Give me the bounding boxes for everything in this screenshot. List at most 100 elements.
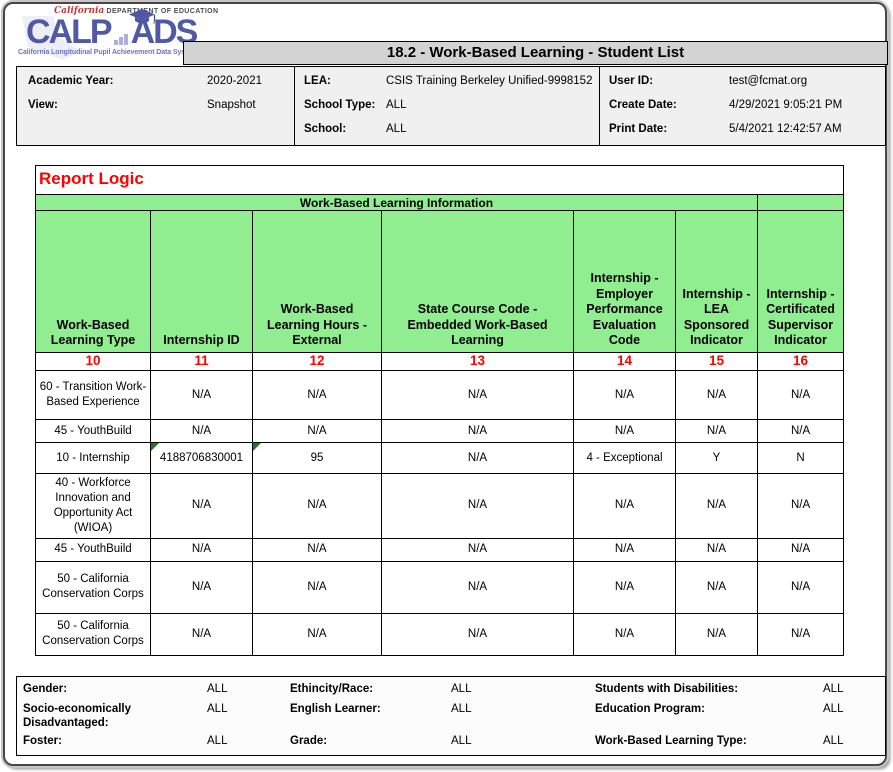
cell-text: N/A [191, 543, 212, 556]
wordmark-a: A [128, 9, 156, 49]
foster-value: ALL [207, 735, 228, 747]
cell-text: 4 - Exceptional [586, 451, 663, 464]
gender-label: Gender: [23, 683, 68, 695]
column-number-11: 11 [150, 352, 253, 371]
cell-r1-c13: N/A [381, 370, 574, 420]
cell-text: N/A [467, 543, 488, 556]
cell-r2-c11: N/A [150, 419, 253, 443]
report-logic-title: Report Logic [34, 165, 845, 195]
cell-text: N/A [467, 424, 488, 437]
cell-text: N/A [467, 451, 488, 464]
cell-r2-c13: N/A [381, 419, 574, 443]
cell-text: 45 - YouthBuild [54, 543, 132, 556]
work-based-learning-type-value: ALL [823, 735, 844, 747]
cell-r7-c13: N/A [381, 612, 574, 656]
calpads-wordmark: CALP A DS [16, 9, 198, 51]
cell-r7-c15: N/A [675, 612, 758, 656]
cell-text: 45 - YouthBuild [54, 424, 132, 437]
cell-text: 60 - Transition Work-Based Experience [39, 381, 147, 408]
students-with-disabilities-value: ALL [823, 683, 844, 695]
create-date-value: 4/29/2021 9:05:21 PM [729, 99, 843, 111]
cell-r7-c14: N/A [573, 612, 676, 656]
cell-text: 10 - Internship [56, 451, 130, 464]
cell-text: N/A [614, 580, 635, 593]
logo-california-script: California [54, 6, 105, 16]
view-value: Snapshot [207, 99, 256, 111]
cell-r7-c10: 50 - California Conservation Corps [35, 612, 151, 656]
cell-text: N/A [706, 424, 727, 437]
column-header-13: State Course Code - Embedded Work-Based … [381, 210, 574, 353]
ethnicity-race-value: ALL [451, 683, 472, 695]
cell-r6-c13: N/A [381, 560, 574, 614]
cell-r3-c11: 4188706830001 [150, 442, 253, 474]
table-row: 45 - YouthBuild N/A N/A N/A N/A N/A N/A [35, 537, 845, 562]
report-header-box: Academic Year: 2020-2021 View: Snapshot … [16, 66, 886, 146]
cell-r4-c14: N/A [573, 473, 676, 539]
cell-text: N/A [191, 388, 212, 401]
cell-text: 4188706830001 [159, 451, 244, 464]
cell-r2-c16: N/A [756, 419, 845, 443]
cell-text: 50 - California Conservation Corps [42, 573, 144, 601]
cell-text: 50 - California Conservation Corps [42, 620, 144, 648]
table-row: 50 - California Conservation Corps N/A N/A… [35, 560, 845, 614]
cell-text: 40 - Workforce Innovation and Opportunit… [53, 477, 133, 534]
gender-value: ALL [207, 683, 228, 695]
cell-text: N/A [307, 388, 327, 401]
print-date-label: Print Date: [609, 123, 668, 135]
cell-text: N/A [191, 627, 212, 640]
report-logic-table: Report Logic Work-Based Learning Informat… [34, 165, 845, 656]
graduation-cap-icon [128, 9, 156, 24]
calpads-logo: California DEPARTMENT OF EDUCATION CALP A… [16, 6, 218, 64]
cell-r3-c14: 4 - Exceptional [573, 442, 676, 474]
cell-r1-c12: N/A [252, 370, 382, 420]
column-number-15: 15 [675, 352, 758, 371]
cell-r3-c16: N [756, 442, 845, 474]
cell-text: N/A [191, 499, 212, 512]
cell-r5-c15: N/A [675, 537, 758, 562]
ethnicity-race-label: Ethincity/Race: [290, 683, 374, 695]
report-title-bar: 18.2 - Work-Based Learning - Student Lis… [183, 41, 888, 65]
cell-r4-c15: N/A [675, 473, 758, 539]
cell-r3-c15: Y [675, 442, 758, 474]
cell-text: N/A [790, 543, 811, 556]
cell-text: N/A [614, 388, 635, 401]
cell-text: N/A [307, 499, 327, 512]
cell-text: N/A [790, 627, 811, 640]
print-date-value: 5/4/2021 12:42:57 AM [729, 123, 842, 135]
cell-r2-c14: N/A [573, 419, 676, 443]
table-row: 10 - Internship 4188706830001 95 N/A 4 - Exc… [35, 442, 845, 474]
table-row: 50 - California Conservation Corps N/A N/A… [35, 612, 845, 656]
school-label: School: [304, 123, 347, 135]
cell-text: N/A [614, 543, 635, 556]
school-type-label: School Type: [304, 99, 376, 111]
academic-year-label: Academic Year: [28, 75, 114, 87]
header-divider-2 [599, 67, 600, 145]
cell-text: 95 [310, 451, 324, 464]
column-number-14: 14 [573, 352, 676, 371]
wordmark-left: CALP [26, 13, 113, 51]
cell-text: N/A [706, 580, 727, 593]
students-with-disabilities-label: Students with Disabilities: [595, 683, 739, 695]
cell-text: N/A [307, 424, 327, 437]
cell-text: N/A [307, 543, 327, 556]
cell-text: N/A [706, 543, 727, 556]
cell-r1-c11: N/A [150, 370, 253, 420]
group-header-spacer [756, 194, 845, 211]
column-header-11: Internship ID [150, 210, 253, 353]
cell-r7-c16: N/A [756, 612, 845, 656]
cell-text: N/A [614, 499, 635, 512]
cell-r7-c12: N/A [252, 612, 382, 656]
cell-text: N/A [191, 424, 212, 437]
cell-note-triangle [151, 443, 159, 451]
cell-r1-c16: N/A [756, 370, 845, 420]
user-id-label: User ID: [609, 75, 654, 87]
cell-text: N [796, 451, 805, 464]
cell-text: N/A [706, 499, 727, 512]
education-program-label: Education Program: [595, 703, 705, 715]
cell-r4-c12: N/A [252, 473, 382, 539]
column-header-16: Internship - Certificated Supervisor Ind… [756, 210, 845, 353]
column-header-14: Internship - Employer Performance Evalua… [573, 210, 676, 353]
column-header-10: Work-Based Learning Type [35, 210, 151, 353]
cell-r2-c15: N/A [675, 419, 758, 443]
